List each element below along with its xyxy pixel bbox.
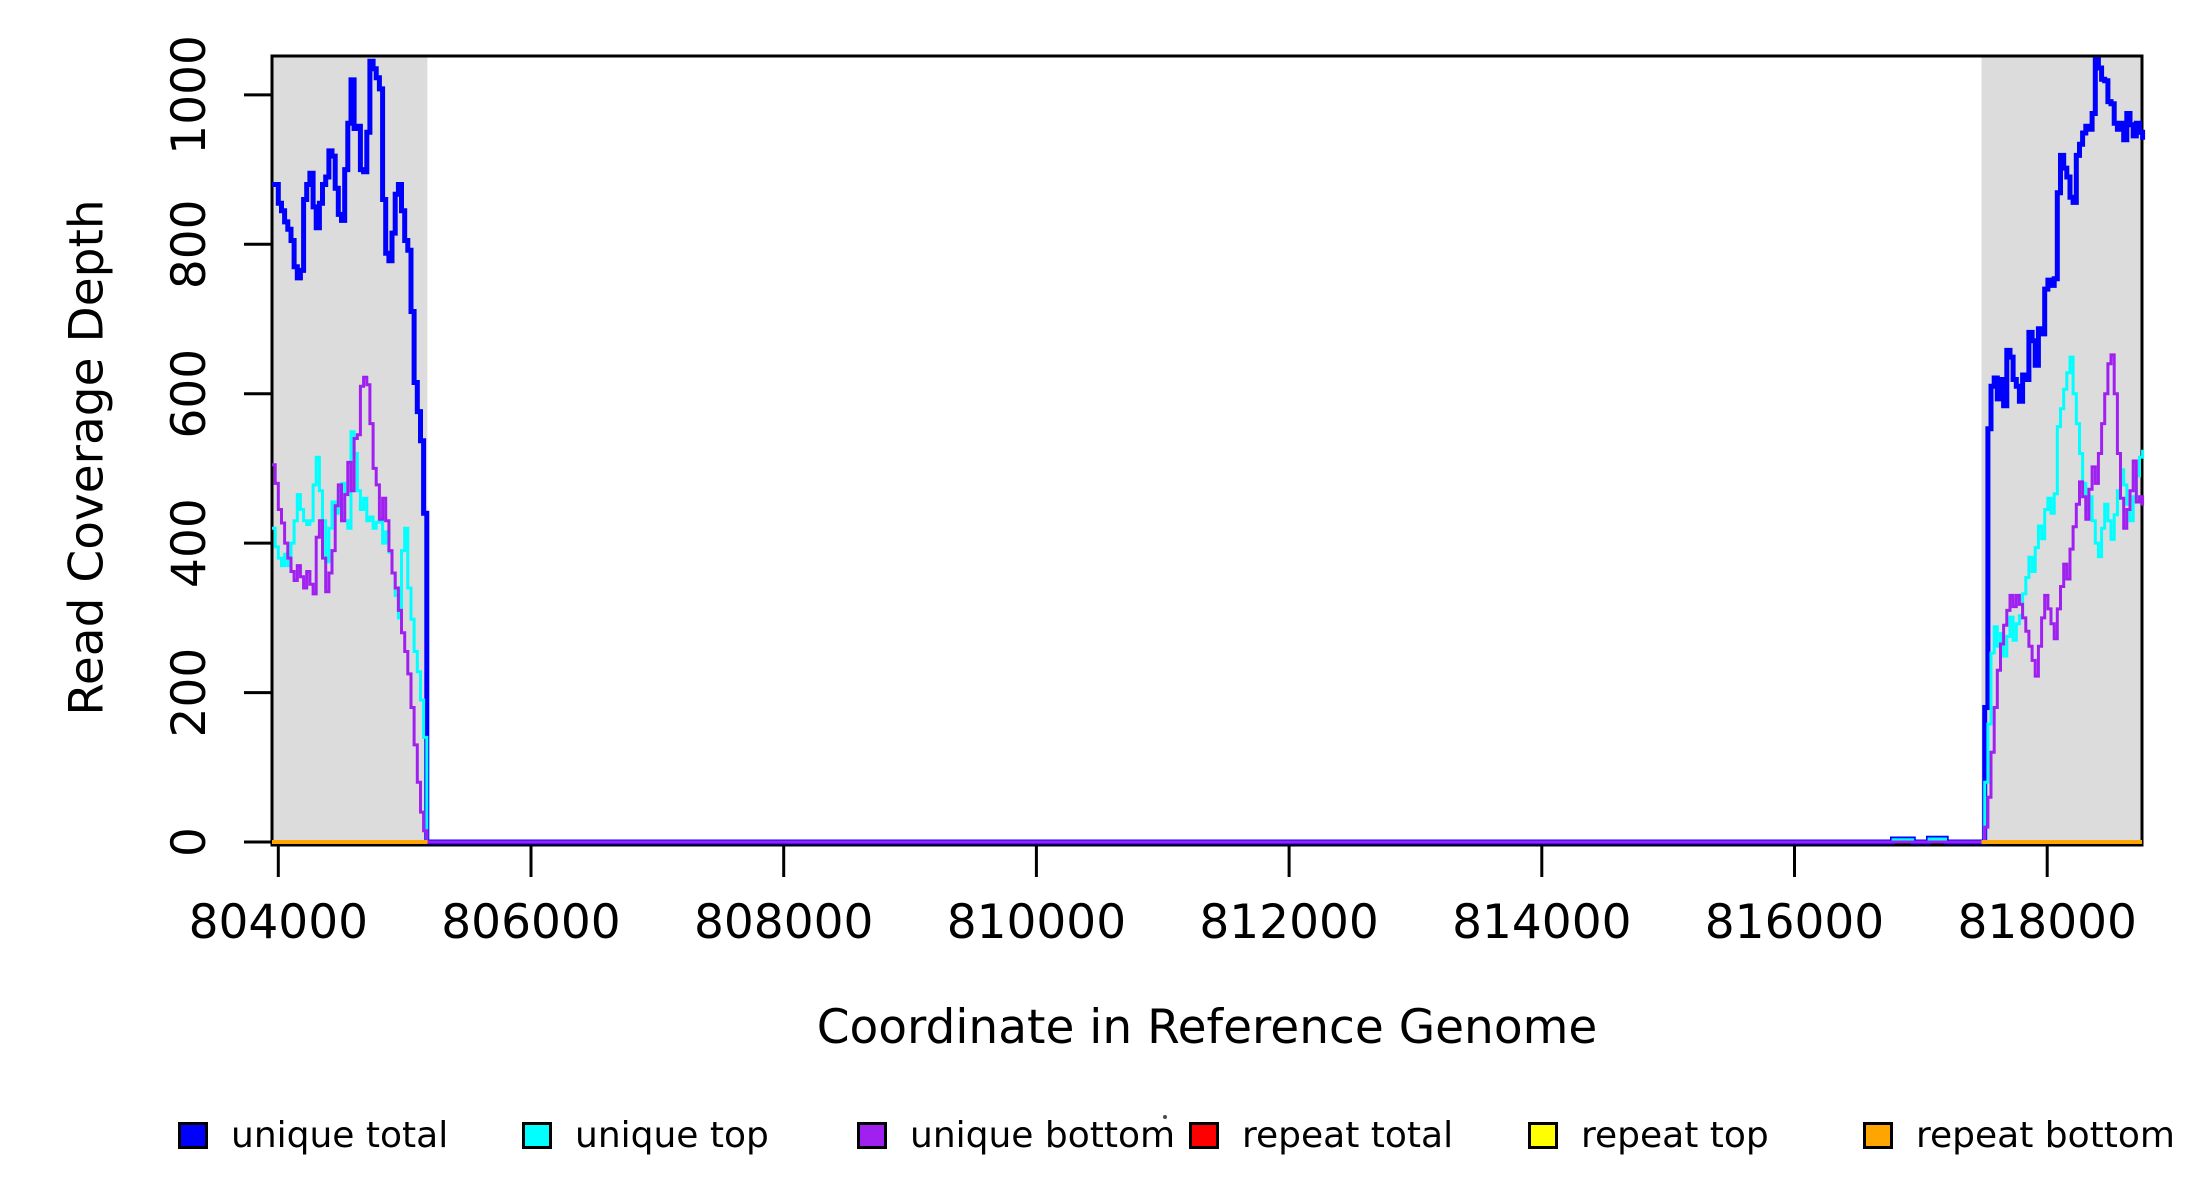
x-tick-label: 818000 (1957, 895, 2136, 950)
legend-label: repeat bottom (1916, 1114, 2175, 1156)
series-line-unique-top (272, 355, 2145, 844)
repeat-total-swatch-icon (1189, 1121, 1219, 1149)
series-line-unique-total (272, 57, 2146, 845)
x-tick-label: 814000 (1452, 895, 1631, 950)
x-tick-label: 816000 (1705, 895, 1884, 950)
legend-entry-repeat-bottom: repeat bottom (1863, 1114, 2175, 1156)
unique-total-swatch-icon (178, 1121, 208, 1149)
x-tick-label: 808000 (694, 895, 873, 950)
repeat-bottom-swatch-icon (1863, 1121, 1893, 1149)
legend-entry-repeat-total: repeat total (1189, 1114, 1454, 1156)
unique-bottom-swatch-icon (857, 1121, 887, 1149)
x-tick-label: 812000 (1199, 895, 1378, 950)
legend-entry-unique-total: unique total (178, 1114, 449, 1156)
y-tick-label: 0 (162, 827, 217, 857)
legend-label: unique total (231, 1114, 449, 1156)
unique-top-swatch-icon (522, 1121, 552, 1149)
x-tick-label: 810000 (947, 895, 1126, 950)
legend-label: unique top (575, 1114, 769, 1156)
legend-entry-unique-top: unique top (522, 1114, 769, 1156)
y-tick-label: 200 (162, 648, 217, 738)
legend-entry-repeat-top: repeat top (1528, 1114, 1769, 1156)
repeat-top-swatch-icon (1528, 1121, 1558, 1149)
legend-entry-unique-bottom: unique bottom (857, 1114, 1176, 1156)
plot-frame (270, 54, 2144, 847)
legend-label: repeat total (1242, 1114, 1454, 1156)
x-tick-label: 806000 (441, 895, 620, 950)
y-tick-label: 1000 (162, 35, 217, 155)
y-tick-label: 400 (162, 498, 217, 588)
y-tick-label: 600 (162, 349, 217, 439)
legend-label: repeat top (1581, 1114, 1769, 1156)
y-axis-title: Read Coverage Depth (59, 199, 115, 716)
x-axis-title: Coordinate in Reference Genome (816, 1000, 1598, 1055)
y-tick-label: 800 (162, 199, 217, 289)
series-line-unique-bottom (272, 353, 2145, 844)
x-tick-label: 804000 (189, 895, 368, 950)
stray-dot-mark (1163, 1115, 1167, 1119)
legend-label: unique bottom (910, 1114, 1176, 1156)
